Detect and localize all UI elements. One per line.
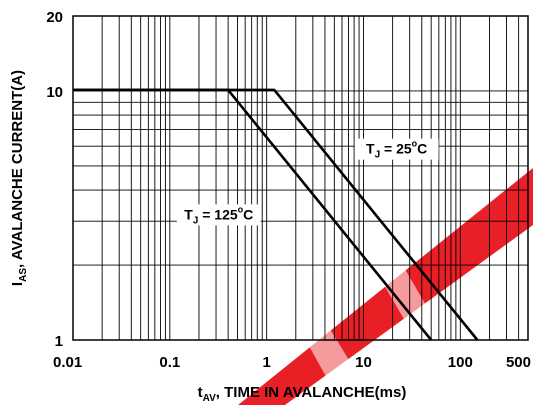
- grid: [73, 16, 528, 340]
- y-tick-labels: 1 10 20: [46, 9, 63, 350]
- y-axis-label: IAS, AVALANCHE CURRENT(A): [9, 70, 29, 286]
- series-line-2: [73, 88, 433, 341]
- y-tick-label: 1: [55, 333, 63, 350]
- y-tick-label: 20: [46, 9, 63, 26]
- series-label-2: TJ = 125oC: [184, 204, 253, 226]
- x-tick-label: 500: [506, 354, 531, 371]
- curve-labels: TJ = 25oC TJ = 125oC: [176, 138, 439, 226]
- y-tick-label: 10: [46, 84, 63, 101]
- x-tick-labels: 0.01 0.1 1 10 100 500: [53, 354, 531, 371]
- x-tick-label: 0.01: [53, 354, 82, 371]
- watermark-logo: [238, 168, 533, 405]
- plot-frame: [72, 15, 529, 341]
- series-label-1: TJ = 25oC: [366, 139, 427, 161]
- series-label-bg: [354, 138, 439, 160]
- x-tick-label: 100: [448, 354, 473, 371]
- x-tick-label: 0.1: [159, 354, 180, 371]
- curves: [73, 88, 479, 341]
- x-axis-label: tAV, TIME IN AVALANCHE(ms): [198, 384, 407, 404]
- x-tick-label: 1: [262, 354, 270, 371]
- x-tick-label: 10: [355, 354, 372, 371]
- series-label-bg: [176, 204, 261, 226]
